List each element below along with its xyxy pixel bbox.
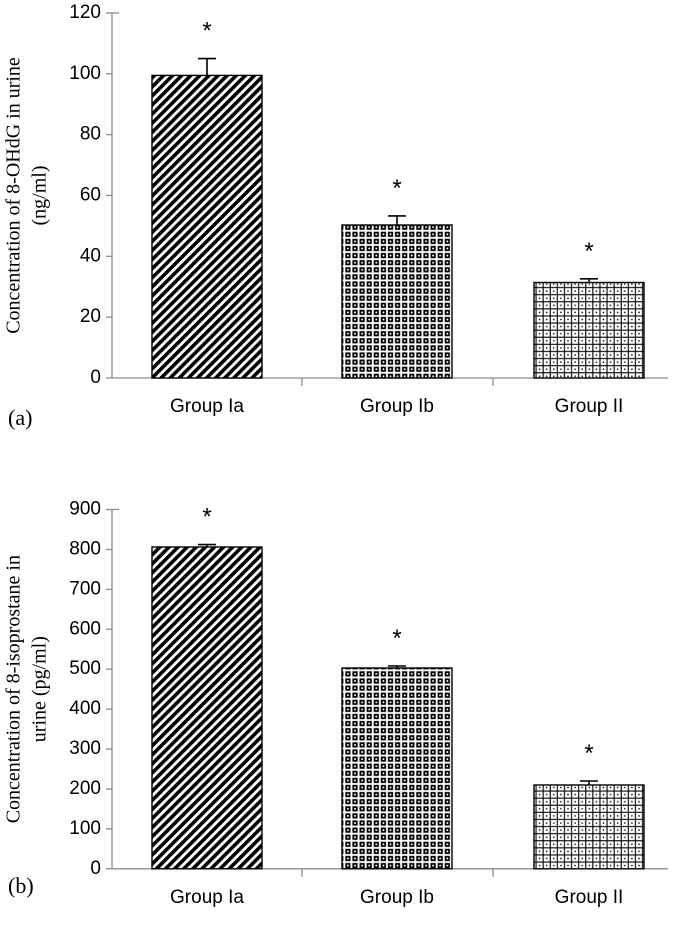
svg-text:(a): (a)	[8, 405, 32, 430]
svg-text:*: *	[202, 18, 211, 45]
svg-text:600: 600	[69, 618, 101, 639]
svg-text:60: 60	[80, 185, 101, 206]
svg-text:120: 120	[69, 2, 101, 23]
svg-text:40: 40	[80, 245, 101, 266]
svg-text:100: 100	[69, 818, 101, 839]
svg-text:Group II: Group II	[555, 887, 624, 908]
svg-text:Group Ib: Group Ib	[360, 396, 434, 417]
svg-text:300: 300	[69, 738, 101, 759]
svg-text:0: 0	[90, 367, 101, 388]
svg-text:(ng/ml): (ng/ml)	[29, 166, 51, 226]
svg-text:Group Ia: Group Ia	[170, 396, 244, 417]
svg-text:Concentration of 8-OHdG in uri: Concentration of 8-OHdG in urine	[3, 57, 25, 334]
svg-text:700: 700	[69, 578, 101, 599]
svg-text:400: 400	[69, 698, 101, 719]
svg-text:Group Ia: Group Ia	[170, 887, 244, 908]
svg-text:*: *	[202, 504, 211, 531]
svg-text:20: 20	[80, 306, 101, 327]
svg-text:*: *	[584, 238, 593, 265]
svg-text:(b): (b)	[8, 873, 34, 898]
svg-text:urine (pg/ml): urine (pg/ml)	[29, 636, 51, 742]
svg-text:80: 80	[80, 124, 101, 145]
svg-text:800: 800	[69, 538, 101, 559]
svg-text:*: *	[392, 175, 401, 202]
svg-text:0: 0	[90, 858, 101, 879]
svg-text:100: 100	[69, 63, 101, 84]
svg-text:*: *	[392, 625, 401, 652]
svg-text:500: 500	[69, 658, 101, 679]
svg-text:Concentration of 8-isoprostane: Concentration of 8-isoprostane in	[3, 555, 25, 823]
svg-text:*: *	[584, 740, 593, 767]
svg-text:900: 900	[69, 499, 101, 520]
svg-text:Group II: Group II	[555, 396, 624, 417]
svg-text:200: 200	[69, 778, 101, 799]
svg-text:Group Ib: Group Ib	[360, 887, 434, 908]
